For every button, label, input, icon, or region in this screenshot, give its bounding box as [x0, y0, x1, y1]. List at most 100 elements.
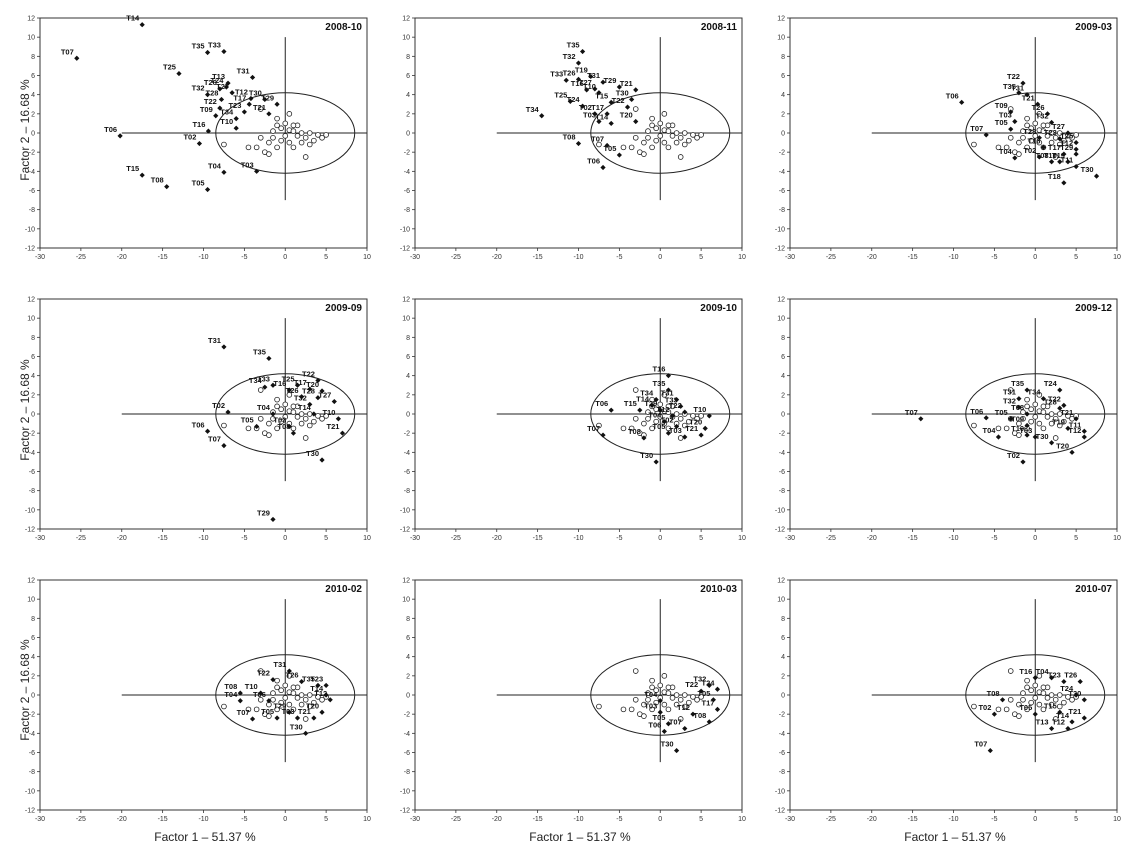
y-tick-label: 0 [406, 131, 410, 138]
variable-point [266, 713, 272, 719]
x-tick-label: 5 [324, 535, 328, 542]
sample-label: T14 [1056, 711, 1070, 720]
sample-label: T06 [104, 125, 117, 134]
variable-point [698, 694, 704, 700]
sample-label: T06 [648, 720, 661, 729]
variable-point [1056, 692, 1063, 698]
sample-point [262, 96, 268, 103]
sample-point [294, 382, 301, 388]
sample-label: T05 [261, 707, 274, 716]
sample-point [579, 103, 586, 109]
panel-title: 2010-07 [1075, 584, 1112, 595]
variable-point [278, 687, 284, 694]
variable-point [286, 701, 293, 708]
variable-point [628, 144, 635, 151]
sample-label: T34 [526, 105, 540, 114]
sample-label: T32 [563, 52, 576, 61]
y-tick-label: -10 [775, 788, 785, 795]
sample-label: T33 [208, 41, 221, 50]
variable-point [290, 409, 297, 415]
variable-point [1048, 411, 1055, 417]
x-tick-label: 0 [1033, 254, 1037, 261]
variable-point [995, 144, 1002, 151]
sample-label: T06 [587, 157, 600, 166]
sample-point [641, 435, 647, 441]
variable-point [1048, 420, 1055, 427]
sample-point [1044, 111, 1051, 117]
variable-point [669, 695, 676, 701]
variable-point [665, 122, 672, 129]
sample-label: T08 [628, 427, 641, 436]
x-tick-label: -5 [241, 254, 247, 261]
sample-label: T08 [693, 711, 706, 720]
x-tick-label: -15 [158, 816, 168, 823]
sample-point [539, 113, 545, 119]
sample-point [1049, 119, 1055, 126]
sample-label: T24 [1044, 379, 1058, 388]
sample-label: T32 [1036, 111, 1049, 120]
sample-point [74, 55, 80, 61]
variable-point [1020, 696, 1026, 703]
variable-point [1024, 122, 1030, 129]
variable-point [1056, 703, 1063, 710]
variable-point [306, 130, 313, 136]
sample-label: T22 [1048, 394, 1061, 403]
sample-label: T10 [220, 117, 233, 126]
variable-point [245, 425, 252, 432]
variable-point [653, 125, 659, 132]
sample-label: T32 [294, 393, 307, 402]
x-tick-label: 0 [283, 816, 287, 823]
y-axis-label-row-2: Factor 2 – 16.68 % [18, 359, 32, 461]
variable-point [1020, 690, 1026, 696]
sample-point [254, 423, 260, 430]
sample-point [246, 101, 252, 107]
variable-point [1040, 425, 1047, 432]
variable-point [266, 151, 272, 157]
sample-point [592, 86, 598, 92]
variable-point [661, 392, 668, 398]
sample-point [196, 140, 203, 147]
y-tick-label: 0 [31, 693, 35, 700]
y-tick-label: 4 [781, 373, 785, 380]
x-axis-label-col-2: Factor 1 – 51.37 % [529, 830, 631, 844]
panel-2008-10: -30 -25 -20 -15 -10 -5 0 5 10-12-10-8-6-4-202468… [25, 14, 371, 261]
sample-point [1049, 725, 1055, 732]
x-tick-label: 5 [324, 254, 328, 261]
sample-label: T26 [563, 68, 576, 77]
x-tick-label: -5 [241, 816, 247, 823]
sample-label: T25 [1060, 132, 1073, 141]
x-axis-label-col-1: Factor 1 – 51.37 % [154, 830, 256, 844]
y-tick-label: -10 [25, 226, 35, 233]
sample-label: T08 [987, 689, 1000, 698]
variable-point [286, 111, 293, 117]
sample-label: T35 [302, 674, 315, 683]
sample-point [674, 397, 680, 403]
x-tick-label: 0 [1033, 535, 1037, 542]
sample-point [319, 388, 325, 394]
variable-point [257, 134, 264, 141]
x-tick-label: -20 [867, 535, 877, 542]
variable-point [221, 703, 227, 710]
variable-point [257, 387, 264, 393]
sample-point [682, 434, 688, 440]
sample-label: T05 [995, 118, 1008, 127]
sample-label: T30 [1036, 432, 1049, 441]
sample-label: T20 [1056, 441, 1069, 450]
sample-point [1069, 449, 1075, 455]
sample-label: T03 [273, 415, 286, 424]
variable-point [645, 415, 651, 422]
sample-point [217, 86, 223, 92]
y-axis-label-row-3: Factor 2 – 16.68 % [18, 639, 32, 741]
sample-point [1012, 155, 1018, 161]
sample-point [266, 355, 272, 362]
variable-point [628, 706, 635, 713]
sample-label: T07 [905, 408, 918, 417]
variable-point [1036, 420, 1043, 427]
variable-point [645, 409, 651, 415]
y-tick-label: 4 [31, 373, 35, 380]
variable-point [294, 133, 301, 139]
sample-label: T22 [685, 680, 698, 689]
y-tick-label: 6 [781, 354, 785, 361]
sample-label: T14 [126, 14, 140, 23]
variable-point [257, 415, 264, 422]
